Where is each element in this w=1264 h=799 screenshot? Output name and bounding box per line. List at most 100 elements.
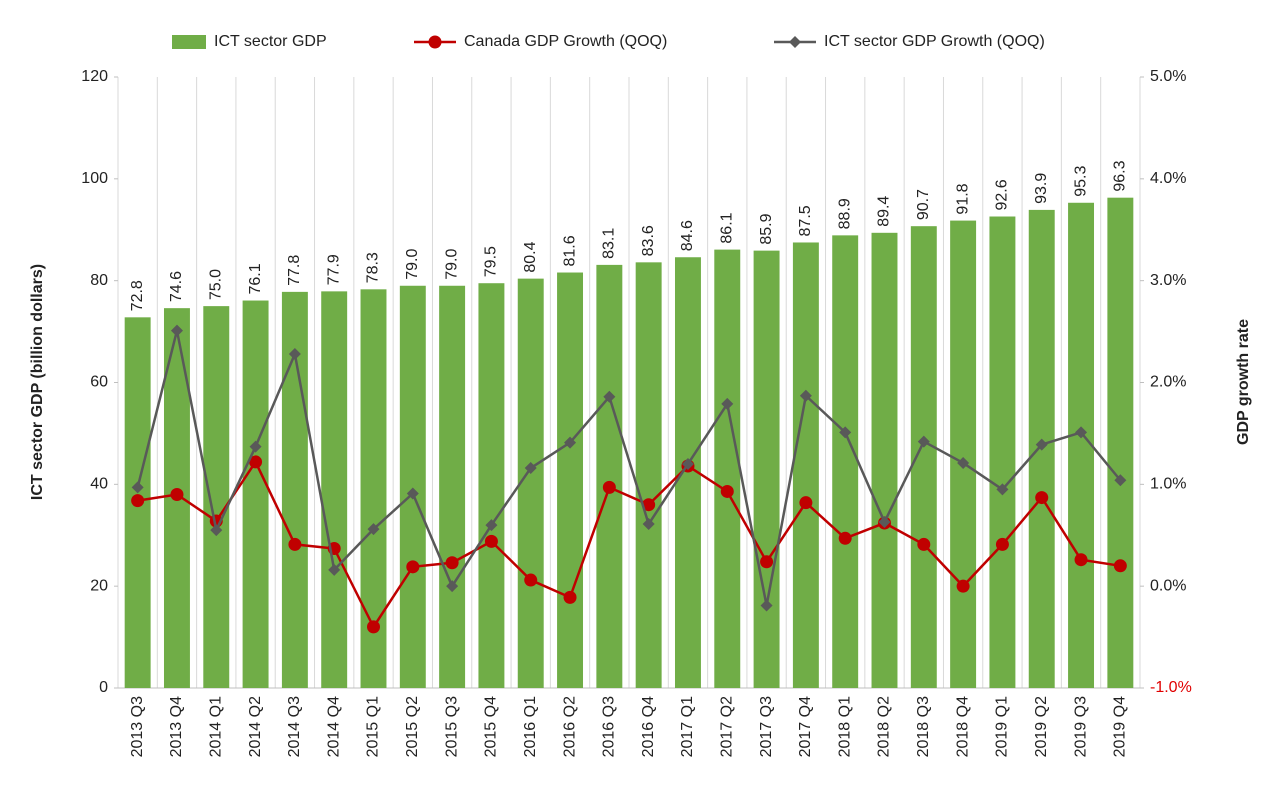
x-tick-label: 2017 Q2: [718, 696, 735, 757]
bar: [557, 272, 584, 688]
x-tick-label: 2015 Q4: [483, 696, 500, 757]
point: [1114, 474, 1127, 487]
x-tick-label: 2018 Q2: [876, 696, 893, 757]
point: [564, 436, 577, 449]
bar-value-label: 95.3: [1072, 166, 1089, 197]
x-tick-label: 2018 Q3: [915, 696, 932, 757]
point: [878, 516, 891, 529]
x-tick-label: 2016 Q3: [601, 696, 618, 757]
y2-tick-label: -1.0%: [1150, 679, 1192, 696]
x-tick-label: 2016 Q4: [640, 696, 657, 757]
bar: [989, 216, 1016, 689]
point: [642, 498, 656, 512]
bar: [753, 250, 780, 688]
legend-label: ICT sector GDP: [214, 33, 327, 50]
point: [170, 488, 184, 502]
point: [367, 523, 380, 536]
bar: [832, 235, 859, 688]
bar-value-label: 91.8: [954, 183, 971, 214]
x-tick-label: 2015 Q3: [443, 696, 460, 757]
point: [721, 397, 734, 410]
point: [406, 487, 419, 500]
point: [210, 524, 223, 537]
bar-value-label: 85.9: [758, 213, 775, 244]
point: [957, 456, 970, 469]
x-tick-label: 2017 Q1: [679, 696, 696, 757]
point: [839, 426, 852, 439]
bar: [950, 220, 977, 688]
x-tick-label: 2019 Q2: [1033, 696, 1050, 757]
x-tick-label: 2015 Q2: [404, 696, 421, 757]
bar: [439, 285, 466, 688]
point: [446, 580, 459, 593]
bar: [596, 264, 623, 688]
point: [131, 494, 145, 508]
bar-value-label: 79.0: [443, 249, 460, 280]
legend-item: ICT sector GDP Growth (QOQ): [774, 33, 1045, 50]
point: [288, 537, 302, 551]
bar-value-label: 78.3: [365, 252, 382, 283]
x-tick-label: 2014 Q2: [247, 696, 264, 757]
point: [799, 389, 812, 402]
y2-tick-label: 5.0%: [1150, 68, 1186, 85]
point: [1074, 553, 1088, 567]
point: [406, 560, 420, 574]
bar-value-label: 87.5: [797, 205, 814, 236]
line: [136, 330, 1122, 606]
point: [170, 324, 183, 337]
bar-value-label: 79.0: [404, 249, 421, 280]
point: [760, 555, 774, 569]
bar-value-label: 93.9: [1033, 173, 1050, 204]
y-tick-label: 120: [81, 68, 108, 85]
point: [524, 462, 537, 475]
y-tick-label: 0: [99, 679, 108, 696]
bar-value-label: 90.7: [915, 189, 932, 220]
point: [445, 556, 459, 570]
y-tick-label: 60: [90, 374, 108, 391]
legend-swatch: [172, 35, 206, 49]
point: [131, 481, 144, 494]
line: [137, 459, 1121, 630]
bar-value-label: 75.0: [207, 269, 224, 300]
point: [524, 573, 538, 587]
x-tick-label: 2014 Q3: [286, 696, 303, 757]
y-tick-label: 80: [90, 272, 108, 289]
x-tick-label: 2014 Q1: [207, 696, 224, 757]
x-tick-label: 2019 Q3: [1072, 696, 1089, 757]
bar-value-label: 79.5: [483, 246, 500, 277]
x-tick-label: 2013 Q4: [168, 696, 185, 757]
point: [563, 590, 577, 604]
x-tick-label: 2015 Q1: [365, 696, 382, 757]
point: [485, 519, 498, 532]
bar-value-label: 80.4: [522, 241, 539, 272]
x-tick-label: 2019 Q1: [994, 696, 1011, 757]
point: [328, 563, 341, 576]
y-tick-label: 20: [90, 577, 108, 594]
bar-value-label: 86.1: [718, 212, 735, 243]
point: [720, 484, 734, 498]
point: [917, 537, 931, 551]
point: [681, 457, 694, 470]
legend-label: ICT sector GDP Growth (QOQ): [824, 33, 1045, 50]
point: [642, 518, 655, 531]
bar: [871, 232, 898, 688]
y2-tick-label: 3.0%: [1150, 272, 1186, 289]
bar: [478, 283, 505, 688]
point: [249, 455, 263, 469]
legend-marker: [428, 35, 442, 49]
bar: [1107, 197, 1134, 689]
x-tick-label: 2016 Q2: [561, 696, 578, 757]
legend-item: ICT sector GDP: [172, 33, 327, 50]
bar-value-label: 92.6: [994, 179, 1011, 210]
bar-value-label: 74.6: [168, 271, 185, 302]
point: [956, 579, 970, 593]
x-tick-label: 2017 Q3: [758, 696, 775, 757]
bar-value-label: 88.9: [836, 198, 853, 229]
y2-axis-title: GDP growth rate: [1235, 319, 1252, 445]
bar-value-label: 89.4: [876, 196, 893, 227]
legend-label: Canada GDP Growth (QOQ): [464, 33, 667, 50]
bar: [1068, 202, 1095, 688]
bar-value-label: 77.8: [286, 255, 303, 286]
bar: [517, 278, 544, 688]
legend-marker: [789, 36, 801, 48]
